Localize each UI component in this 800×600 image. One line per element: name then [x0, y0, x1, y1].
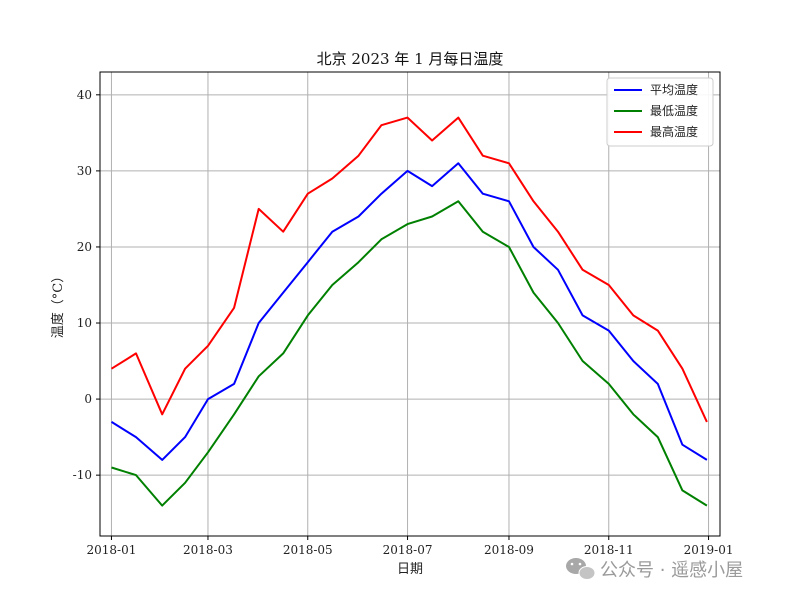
chart-title: 北京 2023 年 1 月每日温度 — [317, 50, 504, 68]
y-tick-label: 30 — [77, 164, 92, 178]
x-tick-label: 2018-03 — [183, 543, 233, 557]
minimum-temperature-line — [111, 200, 708, 507]
legend: 平均温度 最低温度 最高温度 — [606, 77, 714, 147]
watermark-text: 公众号 · 遥感小屋 — [600, 560, 743, 581]
series-layer — [110, 116, 708, 507]
x-axis-label: 日期 — [397, 562, 423, 577]
y-tick-label: 40 — [77, 88, 92, 102]
legend-label-min: 最低温度 — [650, 103, 698, 118]
plot-frame — [99, 71, 721, 537]
y-axis-ticks: -10 0 10 20 30 40 — [73, 88, 100, 482]
x-axis-ticks: 2018-01 2018-03 2018-05 2018-07 2018-09 2018-… — [87, 536, 734, 557]
watermark: 公众号 · 遥感小屋 — [566, 558, 743, 581]
legend-box — [606, 77, 714, 147]
x-tick-label: 2018-01 — [87, 543, 137, 557]
y-axis-label: 温度（°C） — [50, 270, 66, 338]
wechat-icon — [566, 558, 596, 580]
y-tick-label: -10 — [73, 468, 92, 482]
x-tick-label: 2019-01 — [684, 543, 734, 557]
x-tick-label: 2018-09 — [484, 543, 534, 557]
maximum-temperature-line — [110, 116, 708, 423]
legend-label-max: 最高温度 — [650, 124, 698, 139]
legend-label-avg: 平均温度 — [650, 82, 698, 97]
y-tick-label: 0 — [84, 392, 92, 406]
grid — [100, 72, 720, 536]
x-tick-label: 2018-05 — [283, 543, 333, 557]
y-tick-label: 10 — [77, 316, 92, 330]
x-tick-label: 2018-11 — [584, 543, 634, 557]
x-tick-label: 2018-07 — [383, 543, 433, 557]
y-tick-label: 20 — [77, 240, 92, 254]
average-temperature-line — [110, 162, 708, 461]
